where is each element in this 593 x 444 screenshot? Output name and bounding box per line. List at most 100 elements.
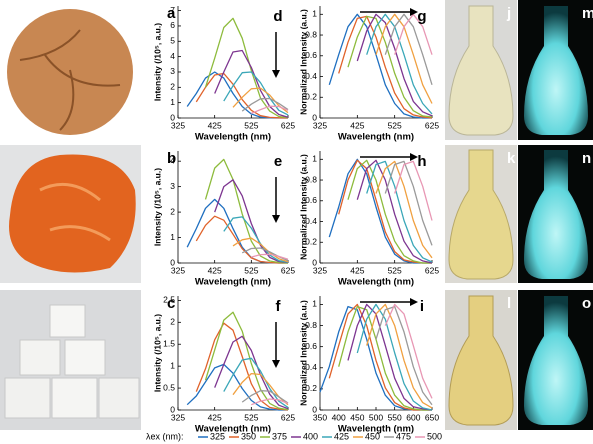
x-tick-label: 425 — [350, 265, 364, 275]
panel-label: d — [273, 8, 282, 25]
photo-flask: k — [445, 145, 517, 283]
y-tick-label: 0.8 — [305, 29, 317, 39]
cube — [51, 377, 98, 419]
y-tick-label: 0 — [170, 112, 175, 122]
x-tick-label: 525 — [244, 412, 258, 422]
y-tick-label: 0 — [312, 404, 317, 414]
photo-glow: o — [518, 290, 593, 430]
legend-label: 475 — [396, 431, 411, 441]
x-tick-label: 425 — [208, 412, 222, 422]
arrow-head — [272, 70, 280, 78]
spectrum-line — [356, 303, 433, 411]
x-tick-label: 325 — [171, 265, 185, 275]
legend-title: λex (nm): — [146, 431, 184, 441]
y-tick-label: 5 — [170, 36, 175, 46]
x-tick-label: 625 — [281, 120, 295, 130]
y-axis-label: Normalized Intensity (a.u.) — [298, 154, 308, 260]
photo-sugar: c — [0, 290, 175, 430]
spectrum-line — [204, 311, 289, 411]
chart: 0 0.2 0.4 0.6 0.8 1 325 425 525 625 Wavelength (nm… — [298, 151, 439, 288]
y-tick-label: 2.5 — [163, 295, 175, 305]
spectrum-line — [338, 305, 432, 411]
spectrum-line — [195, 322, 289, 411]
x-tick-label: 425 — [208, 265, 222, 275]
cube — [4, 377, 51, 419]
y-tick-label: 0.4 — [305, 362, 317, 372]
panel-label: f — [276, 298, 282, 315]
y-axis-label: Intensity (/10⁵, a.u.) — [152, 314, 162, 392]
arrow-head — [272, 215, 280, 223]
spectrum-line — [241, 97, 289, 112]
spectrum-line — [195, 215, 288, 264]
y-tick-label: 1 — [170, 97, 175, 107]
y-tick-label: 0.4 — [305, 216, 317, 226]
x-tick-label: 450 — [350, 412, 364, 422]
spectrum-line — [204, 17, 289, 119]
photo-flask: l — [445, 290, 517, 430]
spectrum-line — [347, 15, 433, 118]
legend-label: 425 — [334, 431, 349, 441]
x-tick-label: 525 — [244, 265, 258, 275]
spectrum-line — [241, 390, 289, 404]
x-axis-label: Wavelength (nm) — [195, 277, 271, 288]
spectrum-line — [328, 158, 432, 264]
y-tick-label: 1 — [312, 9, 317, 19]
legend-label: 350 — [241, 431, 256, 441]
spectrum-line — [347, 159, 432, 264]
y-tick-label: 1 — [312, 299, 317, 309]
y-tick-label: 2 — [170, 206, 175, 216]
legend-label: 450 — [365, 431, 380, 441]
spectrum-line — [366, 160, 433, 263]
chart: 0 0.2 0.4 0.6 0.8 1 325 425 525 625 Wavelength (nm… — [298, 6, 439, 143]
x-tick-label: 525 — [244, 120, 258, 130]
cube — [19, 339, 61, 376]
chart: 0 1 2 3 4 325 425 525 625 Wavelength (nm) Intensit… — [152, 151, 295, 288]
y-tick-label: 3 — [170, 181, 175, 191]
panel-label: e — [274, 153, 282, 170]
spectrum-line — [394, 160, 433, 221]
spectrum-line — [223, 216, 289, 263]
y-tick-label: 6 — [170, 20, 175, 30]
spectrum-line — [223, 357, 289, 408]
panel-label: i — [420, 298, 424, 315]
x-tick-label: 625 — [281, 412, 295, 422]
chart: 0 0.2 0.4 0.6 0.8 1 350 400 450 500 550 600 650 Wavel… — [298, 296, 439, 435]
spectrum-line — [328, 13, 432, 119]
y-tick-label: 0.4 — [305, 71, 317, 81]
highlight — [39, 182, 111, 242]
panel-label: k — [507, 150, 516, 167]
photo-glow: m — [518, 0, 593, 140]
spectrum-line — [375, 160, 433, 259]
panel-label: h — [417, 153, 426, 170]
y-tick-label: 7 — [170, 5, 175, 15]
legend-label: 325 — [210, 431, 225, 441]
y-tick-label: 0 — [170, 257, 175, 267]
y-axis-label: Intensity (/10⁵, a.u.) — [152, 168, 162, 246]
arrow-head — [410, 153, 418, 161]
photo-glow: n — [518, 145, 593, 283]
panel-label: l — [507, 295, 511, 312]
spectrum-line — [356, 13, 433, 117]
x-axis-label: Wavelength (nm) — [195, 424, 271, 435]
cube — [64, 339, 106, 376]
x-tick-label: 600 — [406, 412, 420, 422]
spectrum-line — [214, 49, 289, 118]
x-tick-label: 325 — [313, 120, 327, 130]
y-tick-label: 2 — [170, 82, 175, 92]
spectrum-line — [375, 305, 433, 406]
x-tick-label: 400 — [332, 412, 346, 422]
legend-label: 375 — [272, 431, 287, 441]
chart: 0 0.5 1 1.5 2 2.5 325 425 525 625 Wavelength (nm) I… — [152, 295, 295, 435]
arrow-head — [410, 8, 418, 16]
x-tick-label: 325 — [171, 412, 185, 422]
panel-label: c — [167, 295, 175, 312]
x-tick-label: 625 — [281, 265, 295, 275]
spectrum-line — [328, 303, 432, 411]
x-tick-label: 425 — [350, 120, 364, 130]
x-tick-label: 425 — [208, 120, 222, 130]
spectrum-line — [204, 158, 289, 264]
spectrum-line — [223, 71, 289, 116]
spectrum-line — [232, 87, 289, 114]
x-axis-label: Wavelength (nm) — [338, 424, 414, 435]
